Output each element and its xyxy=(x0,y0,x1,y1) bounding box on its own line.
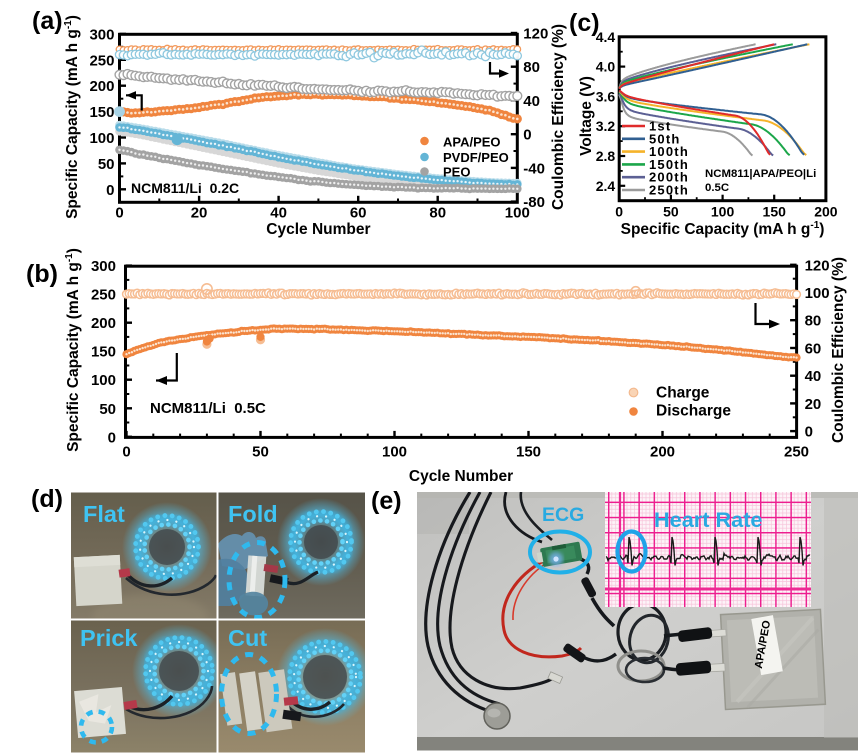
svg-text:NCM811/Li 0.2C: NCM811/Li 0.2C xyxy=(131,180,239,196)
svg-text:250th: 250th xyxy=(649,183,689,198)
svg-text:300: 300 xyxy=(91,258,116,275)
svg-text:200th: 200th xyxy=(649,170,689,185)
svg-text:Fold: Fold xyxy=(228,501,278,527)
svg-text:4.0: 4.0 xyxy=(596,59,616,75)
svg-text:0.5C: 0.5C xyxy=(705,182,729,194)
svg-text:40: 40 xyxy=(270,204,287,221)
svg-text:4.4: 4.4 xyxy=(596,29,616,45)
svg-text:150: 150 xyxy=(763,204,787,220)
svg-text:2.8: 2.8 xyxy=(596,148,616,164)
svg-text:PEO: PEO xyxy=(443,165,470,180)
svg-text:20: 20 xyxy=(805,396,822,413)
svg-text:(a): (a) xyxy=(32,7,63,35)
svg-text:Coulombic Efficiency (%): Coulombic Efficiency (%) xyxy=(550,24,567,210)
svg-text:20: 20 xyxy=(191,204,208,221)
svg-text:NCM811/Li 0.5C: NCM811/Li 0.5C xyxy=(150,400,266,417)
svg-text:120: 120 xyxy=(523,26,548,43)
svg-text:1st: 1st xyxy=(649,119,671,134)
svg-text:APA/PEO: APA/PEO xyxy=(443,135,501,150)
svg-text:PVDF/PEO: PVDF/PEO xyxy=(443,150,509,165)
svg-text:50: 50 xyxy=(99,401,116,418)
svg-text:50: 50 xyxy=(663,204,679,220)
svg-text:0: 0 xyxy=(615,204,623,220)
svg-text:100: 100 xyxy=(505,204,530,221)
svg-text:0: 0 xyxy=(523,127,531,144)
svg-text:ECG: ECG xyxy=(542,504,584,526)
svg-text:50th: 50th xyxy=(649,131,681,146)
svg-text:250: 250 xyxy=(91,287,116,304)
svg-text:200: 200 xyxy=(814,204,838,220)
svg-text:100: 100 xyxy=(711,204,735,220)
svg-text:3.6: 3.6 xyxy=(596,88,616,104)
svg-text:(b): (b) xyxy=(26,260,58,288)
svg-text:0: 0 xyxy=(805,424,813,441)
svg-text:Specific Capacity (mA h g-1): Specific Capacity (mA h g-1) xyxy=(63,15,81,219)
svg-text:40: 40 xyxy=(523,93,540,110)
svg-text:200: 200 xyxy=(650,443,675,460)
svg-text:(e): (e) xyxy=(371,487,402,515)
svg-text:60: 60 xyxy=(350,204,367,221)
svg-text:Heart Rate: Heart Rate xyxy=(654,507,762,532)
svg-text:100: 100 xyxy=(91,372,116,389)
svg-text:3.2: 3.2 xyxy=(596,118,616,134)
svg-text:-40: -40 xyxy=(523,160,545,177)
svg-text:50: 50 xyxy=(98,156,115,173)
svg-text:80: 80 xyxy=(805,313,822,330)
svg-text:0: 0 xyxy=(106,182,114,199)
svg-text:250: 250 xyxy=(89,52,114,69)
svg-text:Cycle Number: Cycle Number xyxy=(266,221,370,238)
svg-text:150: 150 xyxy=(516,443,541,460)
svg-text:0: 0 xyxy=(108,429,116,446)
svg-text:100: 100 xyxy=(805,285,830,302)
svg-text:200: 200 xyxy=(91,315,116,332)
svg-text:2.4: 2.4 xyxy=(596,178,616,194)
svg-text:(c): (c) xyxy=(569,9,600,37)
svg-text:(d): (d) xyxy=(31,485,63,513)
svg-text:Flat: Flat xyxy=(83,501,125,527)
svg-text:150: 150 xyxy=(91,344,116,361)
svg-text:60: 60 xyxy=(805,340,822,357)
svg-text:40: 40 xyxy=(805,368,822,385)
svg-text:Cut: Cut xyxy=(228,625,267,651)
svg-text:Coulombic Efficiency (%): Coulombic Efficiency (%) xyxy=(830,257,847,443)
svg-text:Cycle Number: Cycle Number xyxy=(409,468,513,485)
svg-text:Specific Capacity (mA h g-1): Specific Capacity (mA h g-1) xyxy=(64,248,82,452)
svg-text:Discharge: Discharge xyxy=(656,403,731,420)
svg-text:Specific Capacity (mA h g-1): Specific Capacity (mA h g-1) xyxy=(621,220,825,238)
svg-text:80: 80 xyxy=(429,204,446,221)
svg-text:150: 150 xyxy=(89,104,114,121)
svg-text:300: 300 xyxy=(89,26,114,43)
svg-text:100th: 100th xyxy=(649,144,689,159)
svg-text:0: 0 xyxy=(122,443,130,460)
svg-text:NCM811|APA/PEO|Li: NCM811|APA/PEO|Li xyxy=(705,168,816,180)
svg-text:-80: -80 xyxy=(523,194,545,211)
svg-text:0: 0 xyxy=(115,204,123,221)
svg-text:120: 120 xyxy=(805,257,830,274)
svg-text:Voltage (V): Voltage (V) xyxy=(578,76,595,156)
svg-text:200: 200 xyxy=(89,78,114,95)
svg-text:250: 250 xyxy=(784,443,809,460)
svg-text:80: 80 xyxy=(523,59,540,76)
svg-text:150th: 150th xyxy=(649,157,689,172)
svg-text:Prick: Prick xyxy=(80,625,138,651)
svg-text:100: 100 xyxy=(382,443,407,460)
svg-text:50: 50 xyxy=(252,443,269,460)
svg-text:Charge: Charge xyxy=(656,385,710,402)
svg-text:100: 100 xyxy=(89,130,114,147)
